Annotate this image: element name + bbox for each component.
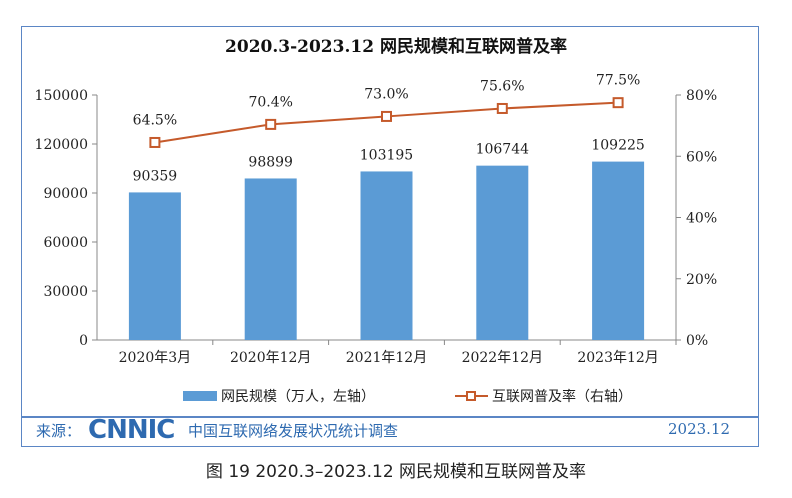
line-label: 70.4% [248, 94, 292, 110]
y2-tick-label: 80% [686, 88, 717, 104]
bar-label: 103195 [360, 147, 413, 163]
line-label: 77.5% [596, 73, 640, 89]
y2-tick-label: 0% [686, 333, 708, 349]
line-label: 64.5% [133, 112, 177, 128]
legend-bar-label: 网民规模（万人，左轴） [221, 389, 375, 405]
bar-label: 98899 [248, 154, 293, 170]
cnnic-logo: CNNIC [88, 415, 175, 445]
bar [244, 178, 297, 340]
y-tick-label: 30000 [43, 284, 88, 300]
bar-label: 90359 [133, 168, 178, 184]
figure-caption: 图 19 2020.3–2023.12 网民规模和互联网普及率 [205, 462, 587, 482]
y2-tick-label: 40% [686, 211, 717, 227]
line-marker [381, 110, 392, 122]
source-label: 来源： [36, 422, 82, 440]
x-tick-label: 2022年12月 [462, 350, 543, 366]
y-tick-label: 120000 [35, 137, 88, 153]
y-tick-label: 90000 [43, 186, 88, 202]
x-tick-label: 2020年12月 [230, 350, 311, 366]
x-tick-label: 2023年12月 [577, 350, 658, 366]
bar-label: 106744 [476, 142, 530, 158]
y2-tick-label: 60% [686, 149, 717, 165]
y-tick-label: 150000 [35, 88, 88, 104]
y-tick-label: 0 [79, 333, 88, 349]
bar [592, 161, 645, 340]
bar-label: 109225 [591, 138, 644, 154]
bar [360, 171, 413, 340]
source-name: 中国互联网络发展状况统计调查 [188, 422, 399, 440]
x-tick-label: 2020年3月 [119, 350, 192, 366]
legend-bar-swatch [183, 391, 217, 401]
line-series [154, 101, 619, 144]
y2-tick-label: 20% [686, 272, 717, 288]
line-marker [612, 97, 624, 109]
x-tick-label: 2021年12月 [346, 350, 427, 366]
chart-title: 2020.3-2023.12 网民规模和互联网普及率 [225, 36, 567, 57]
line-label: 73.0% [364, 86, 408, 102]
source-date: 2023.12 [668, 420, 731, 438]
chart-frame [21, 26, 759, 447]
legend-line-label: 互联网普及率（右轴） [492, 388, 632, 405]
line-marker [265, 118, 277, 130]
line-marker [496, 102, 508, 114]
line-label: 75.6% [480, 78, 524, 94]
line-marker [149, 136, 161, 148]
bar [128, 192, 181, 340]
legend-line-marker [466, 391, 476, 401]
bar [476, 165, 529, 340]
y-tick-label: 60000 [43, 235, 88, 251]
footer-divider [21, 416, 759, 418]
